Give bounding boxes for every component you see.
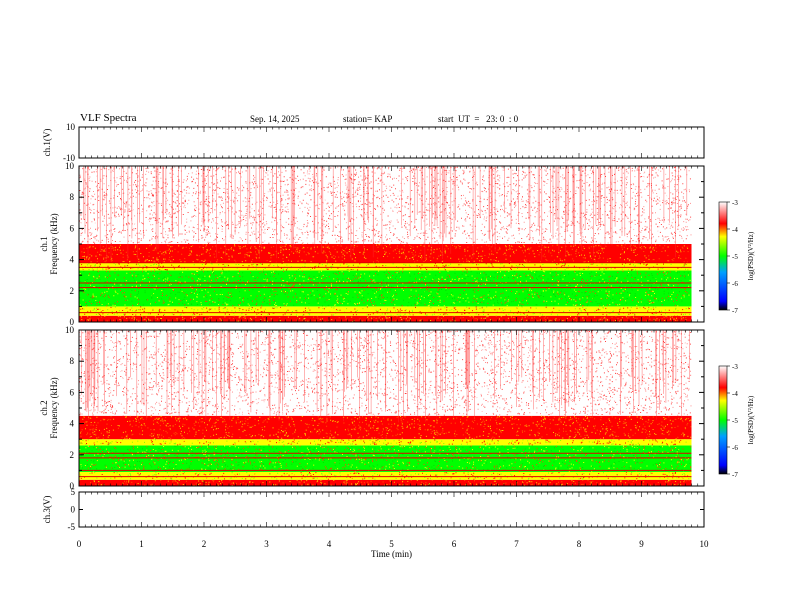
xtick-label: 1 — [139, 539, 144, 549]
ch2-spectrogram-colorbar-tick-label: -5 — [732, 417, 738, 425]
ch1-spectrogram-colorbar-label: log(PSD)(V²/Hz) — [747, 231, 755, 280]
ch1-spectrogram-ytick-label: 0 — [70, 317, 75, 327]
ch1-spectrogram-speckle — [80, 306, 690, 316]
ch2-spectrogram-ylabel-frequency: Frequency (kHz) — [49, 377, 59, 438]
ch1-spectrogram-band-high — [79, 315, 692, 322]
ch2-spectrogram-band-high — [79, 479, 692, 486]
ch1-ytick-label: 10 — [66, 122, 76, 132]
ch3-ytick-label: -5 — [68, 522, 76, 532]
ch2-spectrogram-speckle — [79, 479, 690, 486]
station-label: station= KAP — [343, 114, 393, 124]
plot-title: VLF Spectra — [80, 112, 137, 124]
ch2-spectrogram-band-high — [79, 415, 692, 440]
ch1-spectrogram-speckle — [79, 166, 692, 244]
ch2-spectrogram-speckle — [79, 472, 684, 480]
axes — [78, 126, 730, 528]
ch2-spectrogram-colorbar-tick-label: -7 — [732, 471, 738, 479]
ch1-spectrogram-colorbar-tick-label: -3 — [732, 199, 738, 207]
ch1-spectrogram-ylabel-frequency: Frequency (kHz) — [49, 213, 59, 274]
xtick-label: 2 — [202, 539, 207, 549]
ch1-spectrogram-image — [79, 166, 692, 322]
ch1-spectrogram-ytick-label: 6 — [70, 223, 75, 233]
ch2-spectrogram-ytick-label: 10 — [65, 325, 75, 335]
ch1-spectrogram-speckle — [81, 315, 687, 322]
ch1-ytick-label: -10 — [63, 153, 75, 163]
ch1-spectrogram-ytick-label: 10 — [65, 161, 75, 171]
ch1-waveform-frame — [78, 126, 705, 159]
xtick-label: 7 — [514, 539, 519, 549]
ch1-spectrogram-speckle — [79, 270, 690, 307]
ch3-waveform-frame — [78, 491, 705, 528]
ch2-spectrogram-ytick-label: 8 — [70, 356, 75, 366]
ch2-spectrogram-colorbar — [718, 365, 728, 475]
ch1-spectrogram-band-mid — [79, 270, 692, 307]
ch3-ytick-label: 0 — [71, 505, 76, 515]
ch2-spectrogram-speckle — [79, 330, 692, 416]
ch2-spectrogram-image — [79, 330, 692, 486]
ch1-spectrogram-colorbar — [718, 201, 728, 311]
ch2-spectrogram-ytick-label: 0 — [70, 481, 75, 491]
ch1-spectrogram-ytick-label: 8 — [70, 192, 75, 202]
ch2-spectrogram-colorbar-tick-label: -3 — [732, 363, 738, 371]
panels — [78, 130, 728, 512]
ch1-spectrogram-speckle — [83, 306, 690, 316]
ch2-spectrogram-speckle — [80, 445, 688, 472]
ch1-spectrogram-speckle — [82, 244, 689, 263]
ch1-spectrogram-band-high_mid — [79, 306, 692, 316]
ch1-spectrogram-streaks — [83, 166, 688, 260]
ch2-spectrogram-speckle — [80, 415, 692, 440]
ch1-spectrogram-colorbar-tick-label: -5 — [732, 253, 738, 261]
ch3-ytick-label: 5 — [71, 487, 76, 497]
xtick-label: 8 — [577, 539, 582, 549]
xaxis-label: Time (min) — [371, 549, 412, 559]
ch1-spectrogram-speckle — [81, 262, 687, 271]
ch1-spectrogram-ytick-label: 4 — [70, 255, 75, 265]
xtick-label: 3 — [264, 539, 269, 549]
ch2-spectrogram-colorbar-label: log(PSD)(V²/Hz) — [747, 395, 755, 444]
xtick-label: 6 — [452, 539, 457, 549]
start-time-label: start UT = 23: 0 : 0 — [438, 114, 519, 124]
ch2-spectrogram-ylabel-channel: ch.2 — [39, 400, 49, 415]
ch2-spectrogram-texture — [79, 330, 692, 486]
ch2-spectrogram-band-high_mid — [79, 471, 692, 480]
xtick-label: 5 — [389, 539, 394, 549]
xtick-label: 9 — [639, 539, 644, 549]
date-label: Sep. 14, 2025 — [250, 114, 300, 124]
ch1-spectrogram-ylabel-channel: ch.1 — [39, 236, 49, 251]
ch2-spectrogram-ytick-label: 2 — [70, 450, 75, 460]
ch1-spectrogram-ytick-label: 2 — [70, 286, 75, 296]
ch2-spectrogram-colorbar-tick-label: -6 — [732, 444, 738, 452]
xtick-label: 0 — [77, 539, 82, 549]
ch1-spectrogram-texture — [79, 166, 692, 322]
xtick-label: 10 — [700, 539, 710, 549]
ch2-spectrogram-band-high_mid — [79, 439, 692, 446]
ch2-spectrogram-speckle — [80, 445, 692, 472]
ch2-spectrogram-ytick-label: 4 — [70, 419, 75, 429]
ch2-spectrogram-streaks — [81, 330, 690, 423]
ch1-spectrogram-speckle — [86, 262, 689, 271]
ch3-ylabel: ch.3(V) — [42, 496, 52, 524]
ch2-spectrogram-colorbar-tick-label: -4 — [732, 390, 738, 398]
ch1-spectrogram-band-high — [79, 244, 692, 263]
ch2-spectrogram-ytick-label: 6 — [70, 387, 75, 397]
ch1-ylabel: ch.1(V) — [42, 129, 52, 157]
xtick-label: 4 — [327, 539, 332, 549]
ch1-spectrogram-colorbar-tick-label: -6 — [732, 280, 738, 288]
ch1-spectrogram-colorbar-tick-label: -4 — [732, 226, 738, 234]
ch1-spectrogram-colorbar-tick-label: -7 — [732, 307, 738, 315]
